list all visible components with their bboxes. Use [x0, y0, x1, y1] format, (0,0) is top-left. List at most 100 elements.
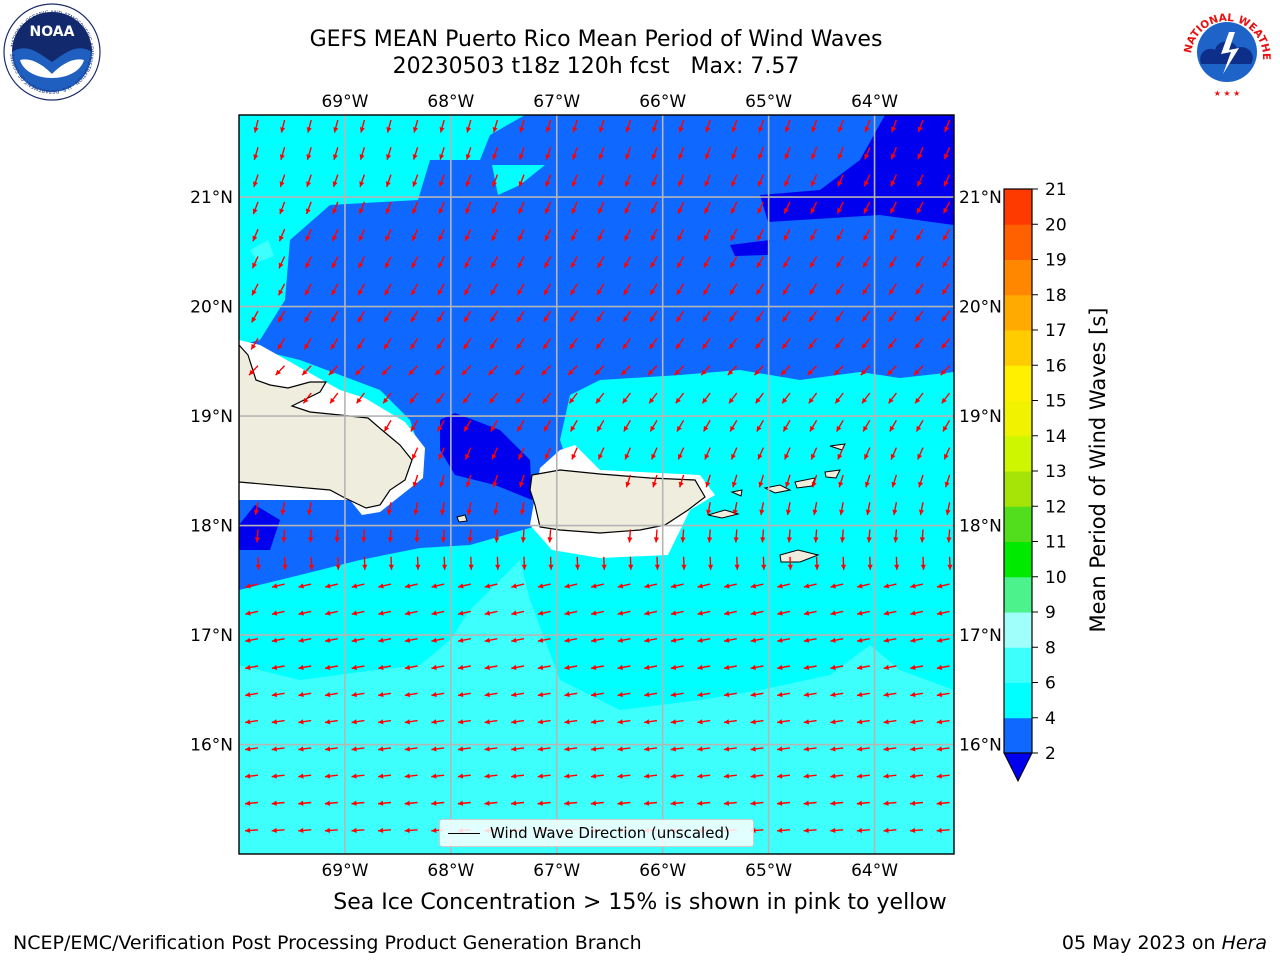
wave-direction-arrow [545, 147, 552, 160]
wave-direction-arrow [245, 773, 259, 779]
wave-direction-arrow [803, 773, 817, 779]
wave-direction-arrow [437, 283, 445, 296]
wave-direction-arrow [941, 392, 951, 404]
wave-direction-arrow [697, 610, 711, 616]
wave-direction-arrow [704, 174, 711, 187]
wave-direction-arrow [883, 664, 897, 670]
wave-direction-arrow [729, 256, 738, 269]
wave-direction-arrow [277, 310, 286, 323]
wave-direction-arrow [833, 365, 844, 376]
wave-direction-arrow [543, 283, 552, 296]
wave-direction-arrow [942, 419, 951, 432]
field-4-6s [239, 115, 525, 345]
wave-direction-arrow [252, 201, 259, 215]
wave-direction-arrow [729, 419, 738, 432]
wave-direction-arrow [723, 800, 737, 806]
wave-direction-arrow [675, 337, 685, 350]
wave-direction-arrow [537, 583, 551, 589]
wave-direction-arrow [298, 664, 312, 670]
wave-direction-arrow [723, 637, 737, 643]
wave-direction-arrow [298, 583, 312, 589]
wave-direction-arrow [520, 529, 526, 543]
wave-direction-arrow [856, 773, 870, 779]
wave-direction-arrow [305, 228, 312, 242]
wave-direction-arrow [723, 746, 737, 752]
wave-direction-arrow [653, 529, 659, 543]
wave-direction-arrow [675, 310, 685, 323]
wave-direction-arrow [811, 119, 818, 133]
wave-direction-arrow [411, 447, 419, 460]
wave-direction-arrow [564, 610, 578, 616]
wave-direction-arrow [408, 365, 419, 376]
wave-direction-arrow [335, 556, 341, 570]
wave-direction-arrow [723, 692, 737, 698]
wave-direction-arrow [253, 174, 259, 188]
wave-direction-arrow [362, 556, 368, 570]
wave-direction-arrow [275, 365, 286, 376]
wave-direction-arrow [840, 556, 847, 570]
wave-direction-arrow [910, 610, 924, 616]
wave-direction-arrow [277, 338, 286, 350]
wave-direction-arrow [943, 174, 951, 187]
wave-direction-arrow [404, 827, 418, 834]
wave-direction-arrow [648, 392, 658, 404]
wave-direction-arrow [777, 746, 791, 752]
wave-direction-arrow [756, 256, 765, 269]
wave-direction-arrow [654, 556, 660, 570]
wave-direction-arrow [856, 800, 870, 806]
wave-direction-arrow [484, 583, 498, 589]
wave-direction-arrow [383, 310, 392, 323]
lon-tick-label: 69°W [321, 92, 368, 112]
wave-direction-arrow [492, 119, 499, 133]
wave-direction-arrow [808, 310, 818, 323]
wave-direction-arrow [835, 283, 844, 296]
colorbar-tick-label: 21 [1045, 180, 1067, 200]
wave-direction-arrow [723, 773, 737, 779]
wave-direction-arrow [301, 365, 312, 376]
legend-line-sample [448, 832, 480, 834]
wave-direction-arrow [917, 119, 924, 133]
wave-direction-arrow [490, 283, 499, 296]
wave-direction-arrow [544, 447, 552, 460]
wave-direction-arrow [271, 719, 285, 725]
wave-direction-arrow [484, 746, 498, 752]
wave-direction-arrow [830, 610, 844, 616]
wave-direction-arrow [383, 419, 392, 432]
wave-direction-arrow [332, 201, 339, 215]
wave-direction-arrow [431, 637, 445, 643]
lat-tick-label: 21°N [959, 188, 1002, 208]
colorbar-segment [1004, 541, 1032, 578]
wave-direction-arrow [598, 174, 605, 187]
wave-direction-arrow [915, 283, 924, 295]
wave-direction-arrow [331, 256, 339, 269]
wave-direction-arrow [280, 502, 286, 516]
wave-direction-arrow [278, 228, 286, 242]
lon-tick-label: 69°W [321, 861, 368, 881]
wave-direction-arrow [756, 419, 765, 432]
wave-direction-arrow [463, 283, 472, 296]
wave-direction-arrow [298, 692, 312, 698]
wave-direction-arrow [830, 583, 844, 589]
wave-direction-arrow [786, 529, 792, 543]
wave-direction-arrow [332, 147, 339, 160]
wave-direction-arrow [894, 556, 900, 570]
wave-direction-arrow [839, 502, 845, 516]
axis-tick-labels: 69°W 69°W 68°W 68°W 67°W 67°W 66°W 66°W 65°W 65°W… [190, 92, 1002, 881]
wave-direction-arrow [731, 147, 738, 160]
wave-direction-arrow [254, 529, 260, 543]
virgin-islands [824, 469, 841, 479]
wave-direction-arrow [484, 692, 498, 698]
colorbar-under-triangle [1003, 752, 1033, 783]
wave-direction-arrow [943, 447, 951, 460]
colorbar: 2 4 6 8 9 10 11 12 13 14 15 16 17 18 19 20 21 [1003, 180, 1067, 783]
wave-direction-arrow [919, 529, 925, 543]
wave-direction-arrow [758, 119, 765, 133]
wave-direction-arrow [617, 664, 631, 670]
wave-direction-arrow [279, 147, 286, 160]
wave-direction-arrow [651, 147, 658, 160]
wave-direction-arrow [750, 664, 764, 670]
wave-direction-arrow [537, 637, 551, 643]
wave-direction-arrow [358, 256, 366, 269]
wave-direction-arrow [543, 256, 552, 269]
wave-direction-arrow [484, 664, 498, 670]
